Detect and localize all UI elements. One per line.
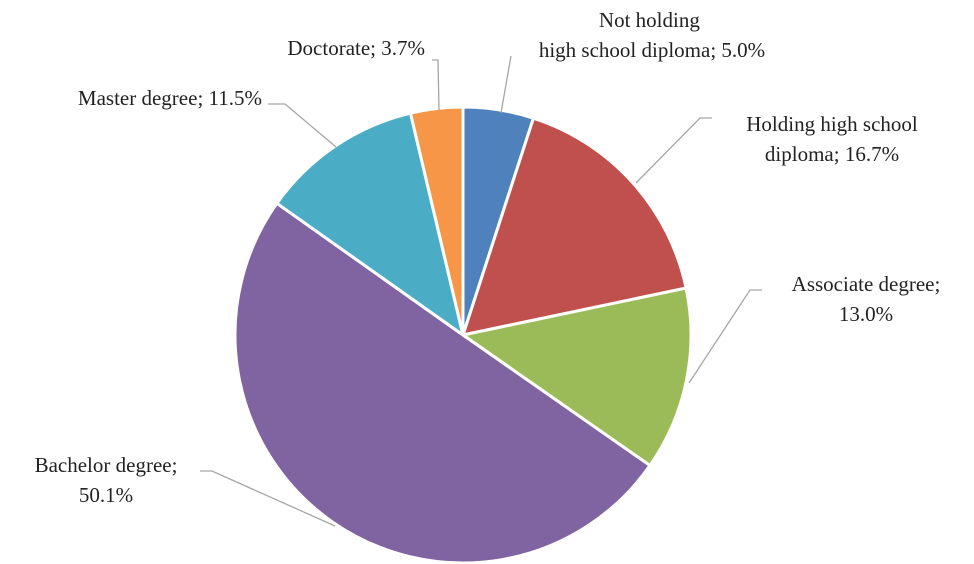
pie-slice (408, 105, 465, 336)
pie-slice (459, 286, 693, 468)
leader-line (500, 55, 512, 114)
data-label: Holding high school diploma; 16.7% (746, 112, 918, 166)
leader-line (200, 470, 336, 527)
data-label: Bachelor degree; 50.1% (35, 453, 178, 507)
data-label: Associate degree; 13.0% (792, 272, 941, 326)
leader-line (268, 103, 337, 148)
data-label: Not holding high school diploma; 5.0% (539, 8, 765, 62)
leader-line (432, 59, 440, 111)
data-label: Doctorate; 3.7% (287, 36, 425, 60)
leader-line (688, 289, 762, 384)
pie-slice (233, 201, 653, 564)
data-label: Master degree; 11.5% (78, 86, 262, 110)
leader-line (635, 117, 712, 184)
pie-slice (460, 116, 688, 338)
